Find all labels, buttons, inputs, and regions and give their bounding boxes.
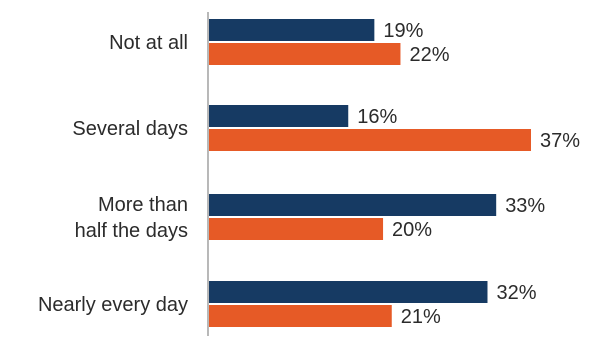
value-label: 33% bbox=[505, 195, 545, 217]
bar-series-1 bbox=[209, 19, 375, 41]
category-label: Not at all bbox=[109, 32, 188, 54]
bar-series-1 bbox=[209, 194, 497, 216]
category-label-line: Several days bbox=[72, 118, 188, 140]
value-label: 19% bbox=[383, 20, 423, 42]
bar-series-2 bbox=[209, 218, 384, 240]
category-label-line: half the days bbox=[75, 220, 188, 242]
category-label-line: More than bbox=[98, 194, 188, 216]
bar-series-2 bbox=[209, 43, 401, 65]
category-label: Several days bbox=[72, 118, 188, 140]
bar-series-2 bbox=[209, 129, 531, 151]
value-label: 37% bbox=[540, 130, 580, 152]
value-label: 20% bbox=[392, 219, 432, 241]
category-label: Nearly every day bbox=[38, 294, 188, 316]
category-label: More than half the days bbox=[75, 194, 188, 242]
value-label: 21% bbox=[401, 306, 441, 328]
bar-series-1 bbox=[209, 105, 349, 127]
bars-group bbox=[209, 19, 531, 327]
labels-group: Not at all 19%22% Several days 16% 37% More t… bbox=[38, 20, 580, 328]
value-label: 32% bbox=[496, 282, 536, 304]
bar-series-2 bbox=[209, 305, 392, 327]
value-label: 22% bbox=[409, 44, 449, 66]
category-label-line: Not at all bbox=[109, 32, 188, 54]
category-label-line: Nearly every day bbox=[38, 294, 188, 316]
value-label: 16% bbox=[357, 106, 397, 128]
bar-series-1 bbox=[209, 281, 488, 303]
